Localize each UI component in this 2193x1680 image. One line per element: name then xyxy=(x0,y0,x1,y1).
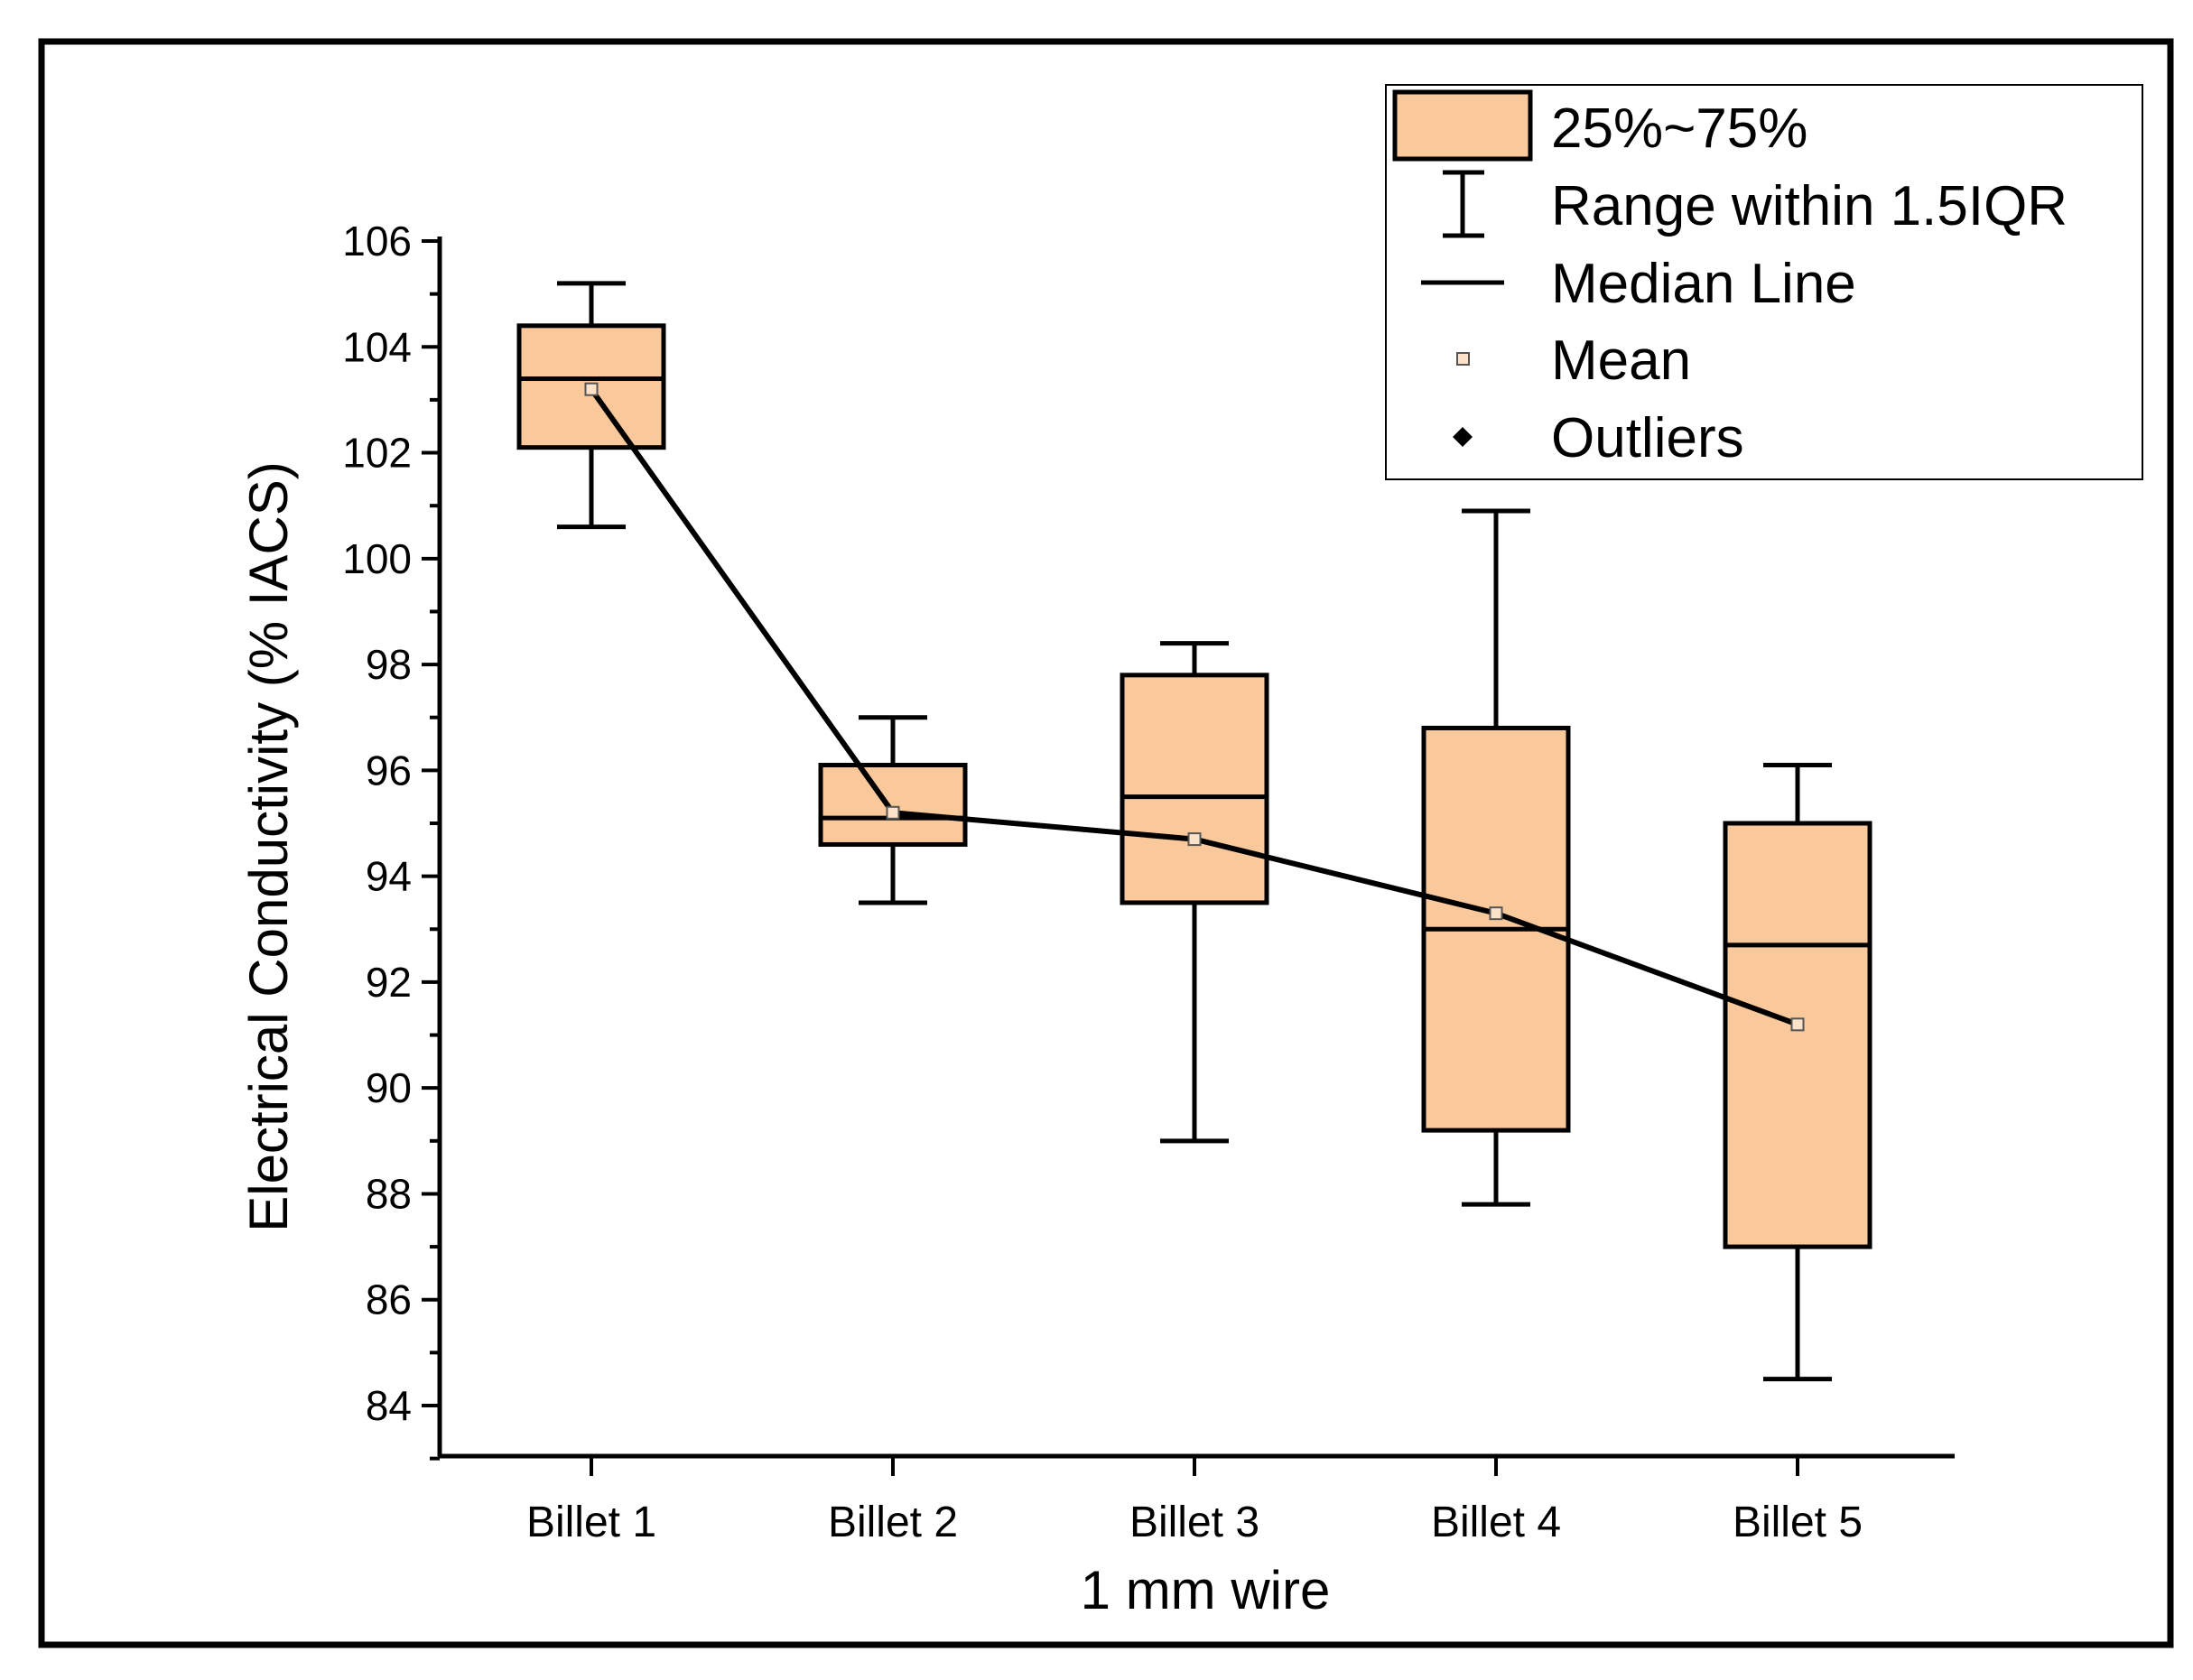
y-axis-title: Electrical Conductivity (% IACS) xyxy=(238,461,299,1232)
legend-label-whisker: Range within 1.5IQR xyxy=(1551,175,2068,237)
mean-series xyxy=(584,382,1805,1032)
x-axis-title: 1 mm wire xyxy=(1081,1560,1331,1620)
y-tick-label: 98 xyxy=(366,641,412,688)
box-iqr xyxy=(1723,821,1872,1249)
mean-marker xyxy=(584,382,599,396)
y-tick-label: 84 xyxy=(366,1382,412,1429)
mean-marker xyxy=(1489,906,1503,921)
box-4 xyxy=(1421,508,1571,1207)
y-tick-label: 102 xyxy=(342,430,412,477)
mean-marker xyxy=(886,805,900,820)
legend-label-box: 25%~75% xyxy=(1551,97,1807,160)
y-tick-label: 94 xyxy=(366,853,412,900)
legend-label-outlier: Outliers xyxy=(1551,407,1744,469)
y-tick-label: 92 xyxy=(366,959,412,1006)
mean-marker xyxy=(1790,1017,1805,1032)
box-iqr xyxy=(818,763,968,847)
y-tick-label: 90 xyxy=(366,1064,412,1111)
box-series xyxy=(516,281,1872,1382)
legend-outlier-symbol xyxy=(1453,427,1473,447)
legend-box-swatch xyxy=(1392,89,1533,162)
legend-label-mean: Mean xyxy=(1551,330,1691,392)
x-tick-label: Billet 3 xyxy=(1129,1499,1259,1546)
x-tick-label: Billet 4 xyxy=(1431,1499,1561,1546)
y-tick-label: 106 xyxy=(342,218,412,265)
mean-marker xyxy=(1187,832,1202,847)
y-tick-label: 86 xyxy=(366,1276,412,1323)
box-3 xyxy=(1120,641,1269,1144)
y-tick-label: 104 xyxy=(342,323,412,370)
x-ticks: Billet 1 Billet 2 Billet 3 Billet 4 Billet 5 xyxy=(526,1456,1863,1546)
y-ticks: 84 86 88 90 92 94 96 98 100 102 104 106 xyxy=(342,218,440,1461)
box-iqr xyxy=(1120,673,1269,905)
legend: 25%~75% Range within 1.5IQR Median Line … xyxy=(1385,84,2143,480)
y-tick-label: 96 xyxy=(366,747,412,794)
box-5 xyxy=(1723,763,1872,1382)
legend-mean-symbol xyxy=(1456,352,1470,366)
y-tick-label: 88 xyxy=(366,1170,412,1217)
y-tick-label: 100 xyxy=(342,535,412,582)
legend-label-median: Median Line xyxy=(1551,253,1856,315)
x-tick-label: Billet 5 xyxy=(1733,1499,1863,1546)
x-tick-label: Billet 1 xyxy=(526,1499,656,1546)
legend-whisker-symbol xyxy=(1443,170,1484,238)
x-tick-label: Billet 2 xyxy=(828,1499,958,1546)
